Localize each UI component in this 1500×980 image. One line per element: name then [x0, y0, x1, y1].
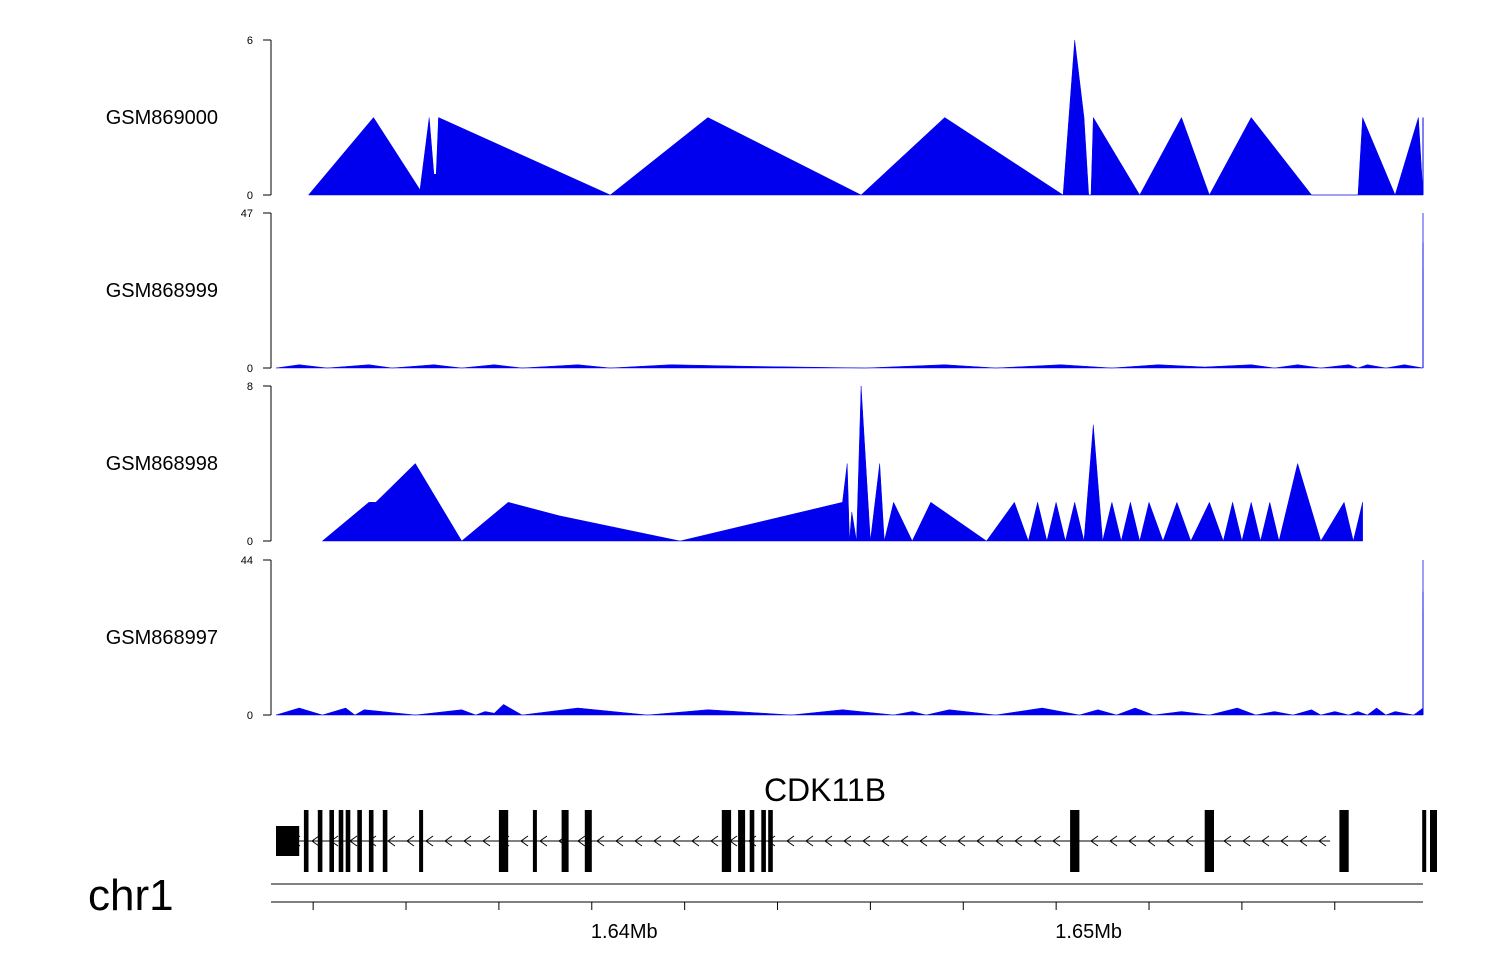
gene-exon — [761, 810, 766, 872]
y-tick-label-zero: 0 — [247, 536, 253, 548]
axis-tick-label: 1.64Mb — [591, 921, 658, 943]
strand-chevron — [710, 835, 719, 847]
track-label: GSM868999 — [106, 280, 218, 302]
strand-chevron — [634, 835, 643, 847]
coverage-area — [321, 385, 1363, 542]
coverage-area — [275, 560, 1424, 716]
strand-chevron — [463, 835, 472, 847]
gene-exon — [498, 810, 509, 872]
gene-name-label: CDK11B — [764, 772, 886, 808]
strand-chevron — [1090, 835, 1099, 847]
strand-chevron — [596, 835, 605, 847]
strand-chevron — [862, 835, 871, 847]
track-GSM868998: GSM868998 8 0 — [106, 381, 1363, 548]
strand-chevron — [691, 835, 700, 847]
strand-chevron — [1223, 835, 1232, 847]
strand-chevron — [900, 835, 909, 847]
strand-chevron — [1033, 835, 1042, 847]
strand-chevron — [976, 835, 985, 847]
gene-exon — [749, 810, 755, 872]
gene-exon — [1070, 810, 1080, 872]
gene-exon — [303, 810, 309, 872]
gene-exon — [1339, 810, 1349, 872]
track-GSM868997: GSM868997 44 0 — [106, 555, 1424, 722]
y-tick-label-max: 47 — [241, 208, 253, 220]
strand-chevron — [482, 835, 491, 847]
strand-chevron — [520, 835, 529, 847]
strand-chevron — [805, 835, 814, 847]
y-tick-label-zero: 0 — [247, 363, 253, 375]
strand-chevron — [444, 835, 453, 847]
track-GSM868999: GSM868999 47 0 — [106, 208, 1424, 375]
y-tick-label-max: 44 — [241, 555, 253, 567]
chromosome-label: chr1 — [88, 871, 174, 920]
gene-exon — [721, 810, 732, 872]
coverage-tracks: GSM86900060GSM868999470GSM86899880GSM868… — [106, 35, 1424, 722]
strand-chevron — [843, 835, 852, 847]
gene-exon — [584, 810, 592, 872]
strand-chevron — [786, 835, 795, 847]
strand-chevron — [311, 835, 320, 847]
strand-chevron — [1128, 835, 1137, 847]
strand-chevron — [995, 835, 1004, 847]
gene-exon — [738, 810, 746, 872]
strand-chevron — [1166, 835, 1175, 847]
gene-exon — [345, 810, 351, 872]
strand-chevron — [672, 835, 681, 847]
strand-chevron — [1242, 835, 1251, 847]
coverage-area — [307, 39, 1424, 196]
track-GSM869000: GSM869000 6 0 — [106, 35, 1424, 202]
strand-chevron — [1280, 835, 1289, 847]
track-label: GSM869000 — [106, 107, 218, 129]
strand-chevron — [957, 835, 966, 847]
gene-exon — [419, 810, 424, 872]
strand-chevron — [1147, 835, 1156, 847]
gene-exon — [357, 810, 362, 872]
gene-exon — [368, 810, 374, 872]
y-tick-label-max: 6 — [247, 35, 253, 47]
strand-chevron — [653, 835, 662, 847]
gene-exon — [532, 810, 537, 872]
gene-exon — [561, 810, 569, 872]
strand-chevron — [1109, 835, 1118, 847]
strand-chevron — [1014, 835, 1023, 847]
axis-tick-label: 1.65Mb — [1055, 921, 1122, 943]
strand-chevron — [824, 835, 833, 847]
strand-chevron — [919, 835, 928, 847]
genome-axis: 1.64Mb 1.65Mb — [271, 883, 1423, 943]
gene-exon — [329, 810, 334, 872]
coverage-area — [275, 213, 1424, 369]
track-label: GSM868998 — [106, 453, 218, 475]
strand-chevron — [1052, 835, 1061, 847]
strand-chevron — [881, 835, 890, 847]
gene-exon — [1430, 810, 1437, 872]
y-tick-label-zero: 0 — [247, 190, 253, 202]
strand-chevron — [1318, 835, 1327, 847]
strand-chevron — [406, 835, 415, 847]
strand-chevron — [1185, 835, 1194, 847]
strand-chevron — [938, 835, 947, 847]
gene-annotation: CDK11B — [276, 772, 1437, 872]
strand-chevron — [539, 835, 548, 847]
strand-chevron — [1261, 835, 1270, 847]
gene-exon — [1204, 810, 1214, 872]
strand-chevron — [577, 835, 586, 847]
strand-chevron — [1299, 835, 1308, 847]
strand-chevron — [387, 835, 396, 847]
y-tick-label-zero: 0 — [247, 710, 253, 722]
gene-exon — [317, 810, 323, 872]
gene-exon — [338, 810, 344, 872]
gene-exon — [768, 810, 773, 872]
track-label: GSM868997 — [106, 627, 218, 649]
gene-exon — [276, 826, 300, 856]
strand-chevron — [425, 835, 434, 847]
gene-exon — [1422, 810, 1427, 872]
y-tick-label-max: 8 — [247, 381, 253, 393]
strand-chevron — [615, 835, 624, 847]
gene-exon — [382, 810, 388, 872]
